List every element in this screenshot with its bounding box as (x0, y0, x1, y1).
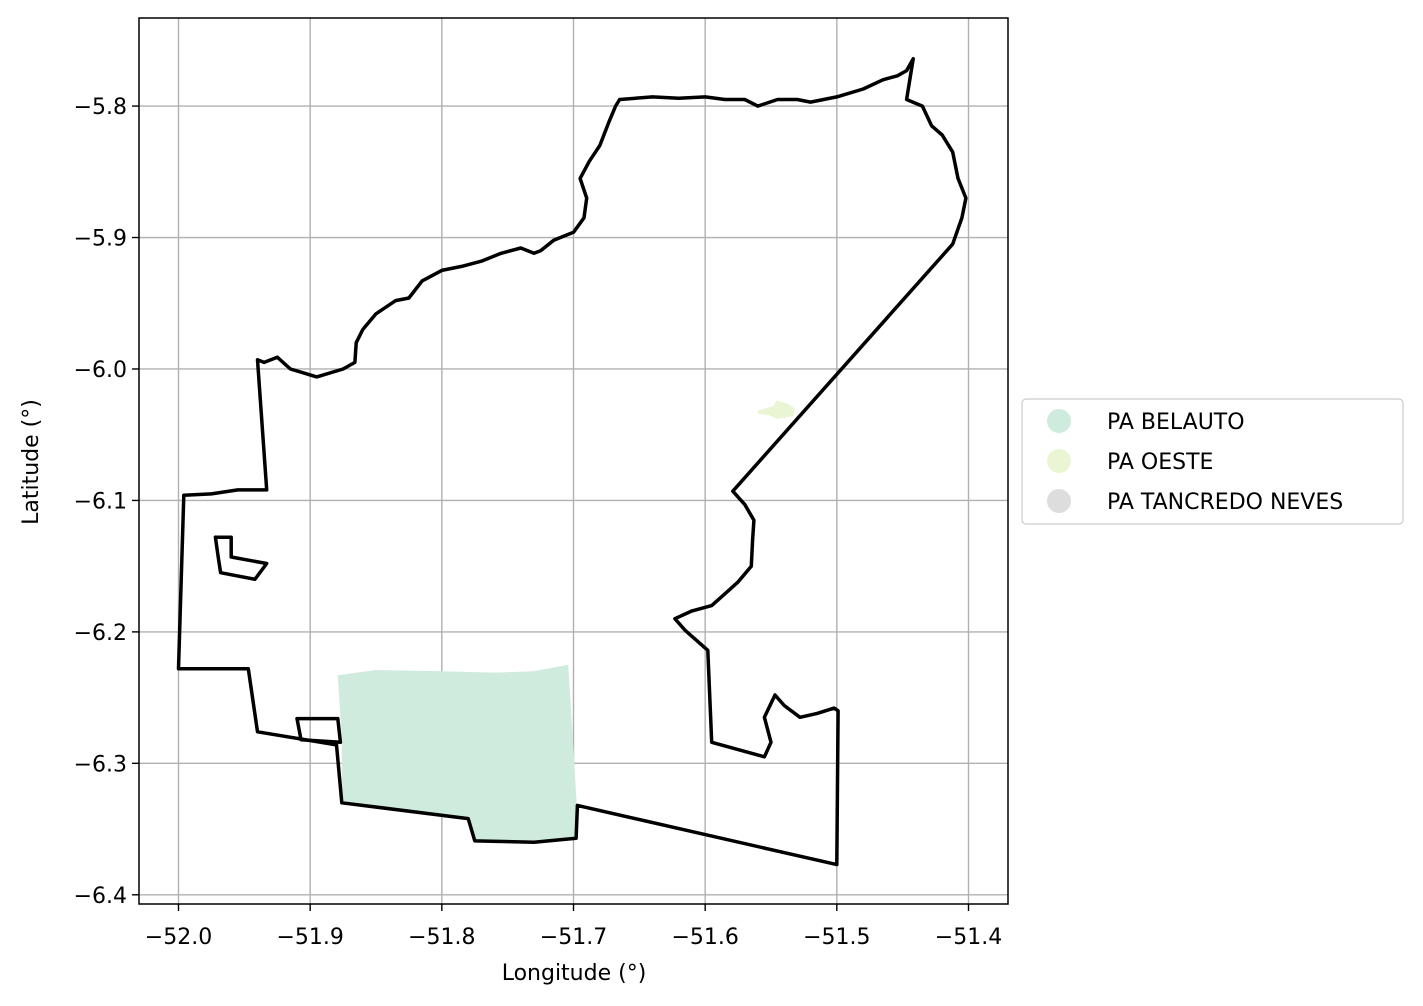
y-tick-label-0: −5.8 (74, 95, 127, 120)
legend-label-2: PA TANCREDO NEVES (1107, 490, 1343, 515)
y-tick-label-2: −6.0 (74, 358, 127, 383)
y-axis-label: Latitude (°) (19, 399, 44, 525)
area-layer (337, 400, 795, 841)
boundary-hole-small-left (213, 535, 269, 582)
boundary-layer (176, 57, 968, 867)
area-pa-oeste (757, 400, 795, 419)
x-tick-label-2: −51.8 (408, 925, 475, 950)
x-tick-label-5: −51.5 (803, 925, 870, 950)
y-tick-label-5: −6.3 (74, 752, 127, 777)
y-tick-label-4: −6.2 (74, 621, 127, 646)
legend-box (1021, 398, 1404, 525)
x-axis-label: Longitude (°) (502, 961, 647, 986)
legend-label-0: PA BELAUTO (1107, 410, 1245, 435)
y-axis-ticks: −5.8 −5.9 −6.0 −6.1 −6.2 −6.3 −6.4 (74, 95, 139, 909)
y-tick-label-1: −5.9 (74, 227, 127, 252)
x-tick-label-4: −51.6 (671, 925, 738, 950)
boundary-outer (176, 57, 968, 867)
legend-label-1: PA OESTE (1107, 450, 1213, 475)
legend: PA BELAUTO PA OESTE PA TANCREDO NEVES (1021, 398, 1404, 525)
legend-marker-1 (1047, 449, 1071, 473)
boundary-hole-rect (295, 716, 343, 745)
x-axis-ticks: −52.0 −51.9 −51.8 −51.7 −51.6 −51.5 −51.4 (145, 904, 1002, 950)
legend-marker-2 (1047, 489, 1071, 513)
x-tick-label-0: −52.0 (145, 925, 212, 950)
legend-marker-0 (1047, 409, 1071, 433)
grid-lines (139, 18, 1008, 904)
x-tick-label-6: −51.4 (935, 925, 1002, 950)
y-tick-label-3: −6.1 (74, 489, 127, 514)
y-tick-label-6: −6.4 (74, 884, 127, 909)
area-pa-belauto (337, 664, 578, 841)
x-tick-label-1: −51.9 (276, 925, 343, 950)
x-tick-label-3: −51.7 (540, 925, 607, 950)
